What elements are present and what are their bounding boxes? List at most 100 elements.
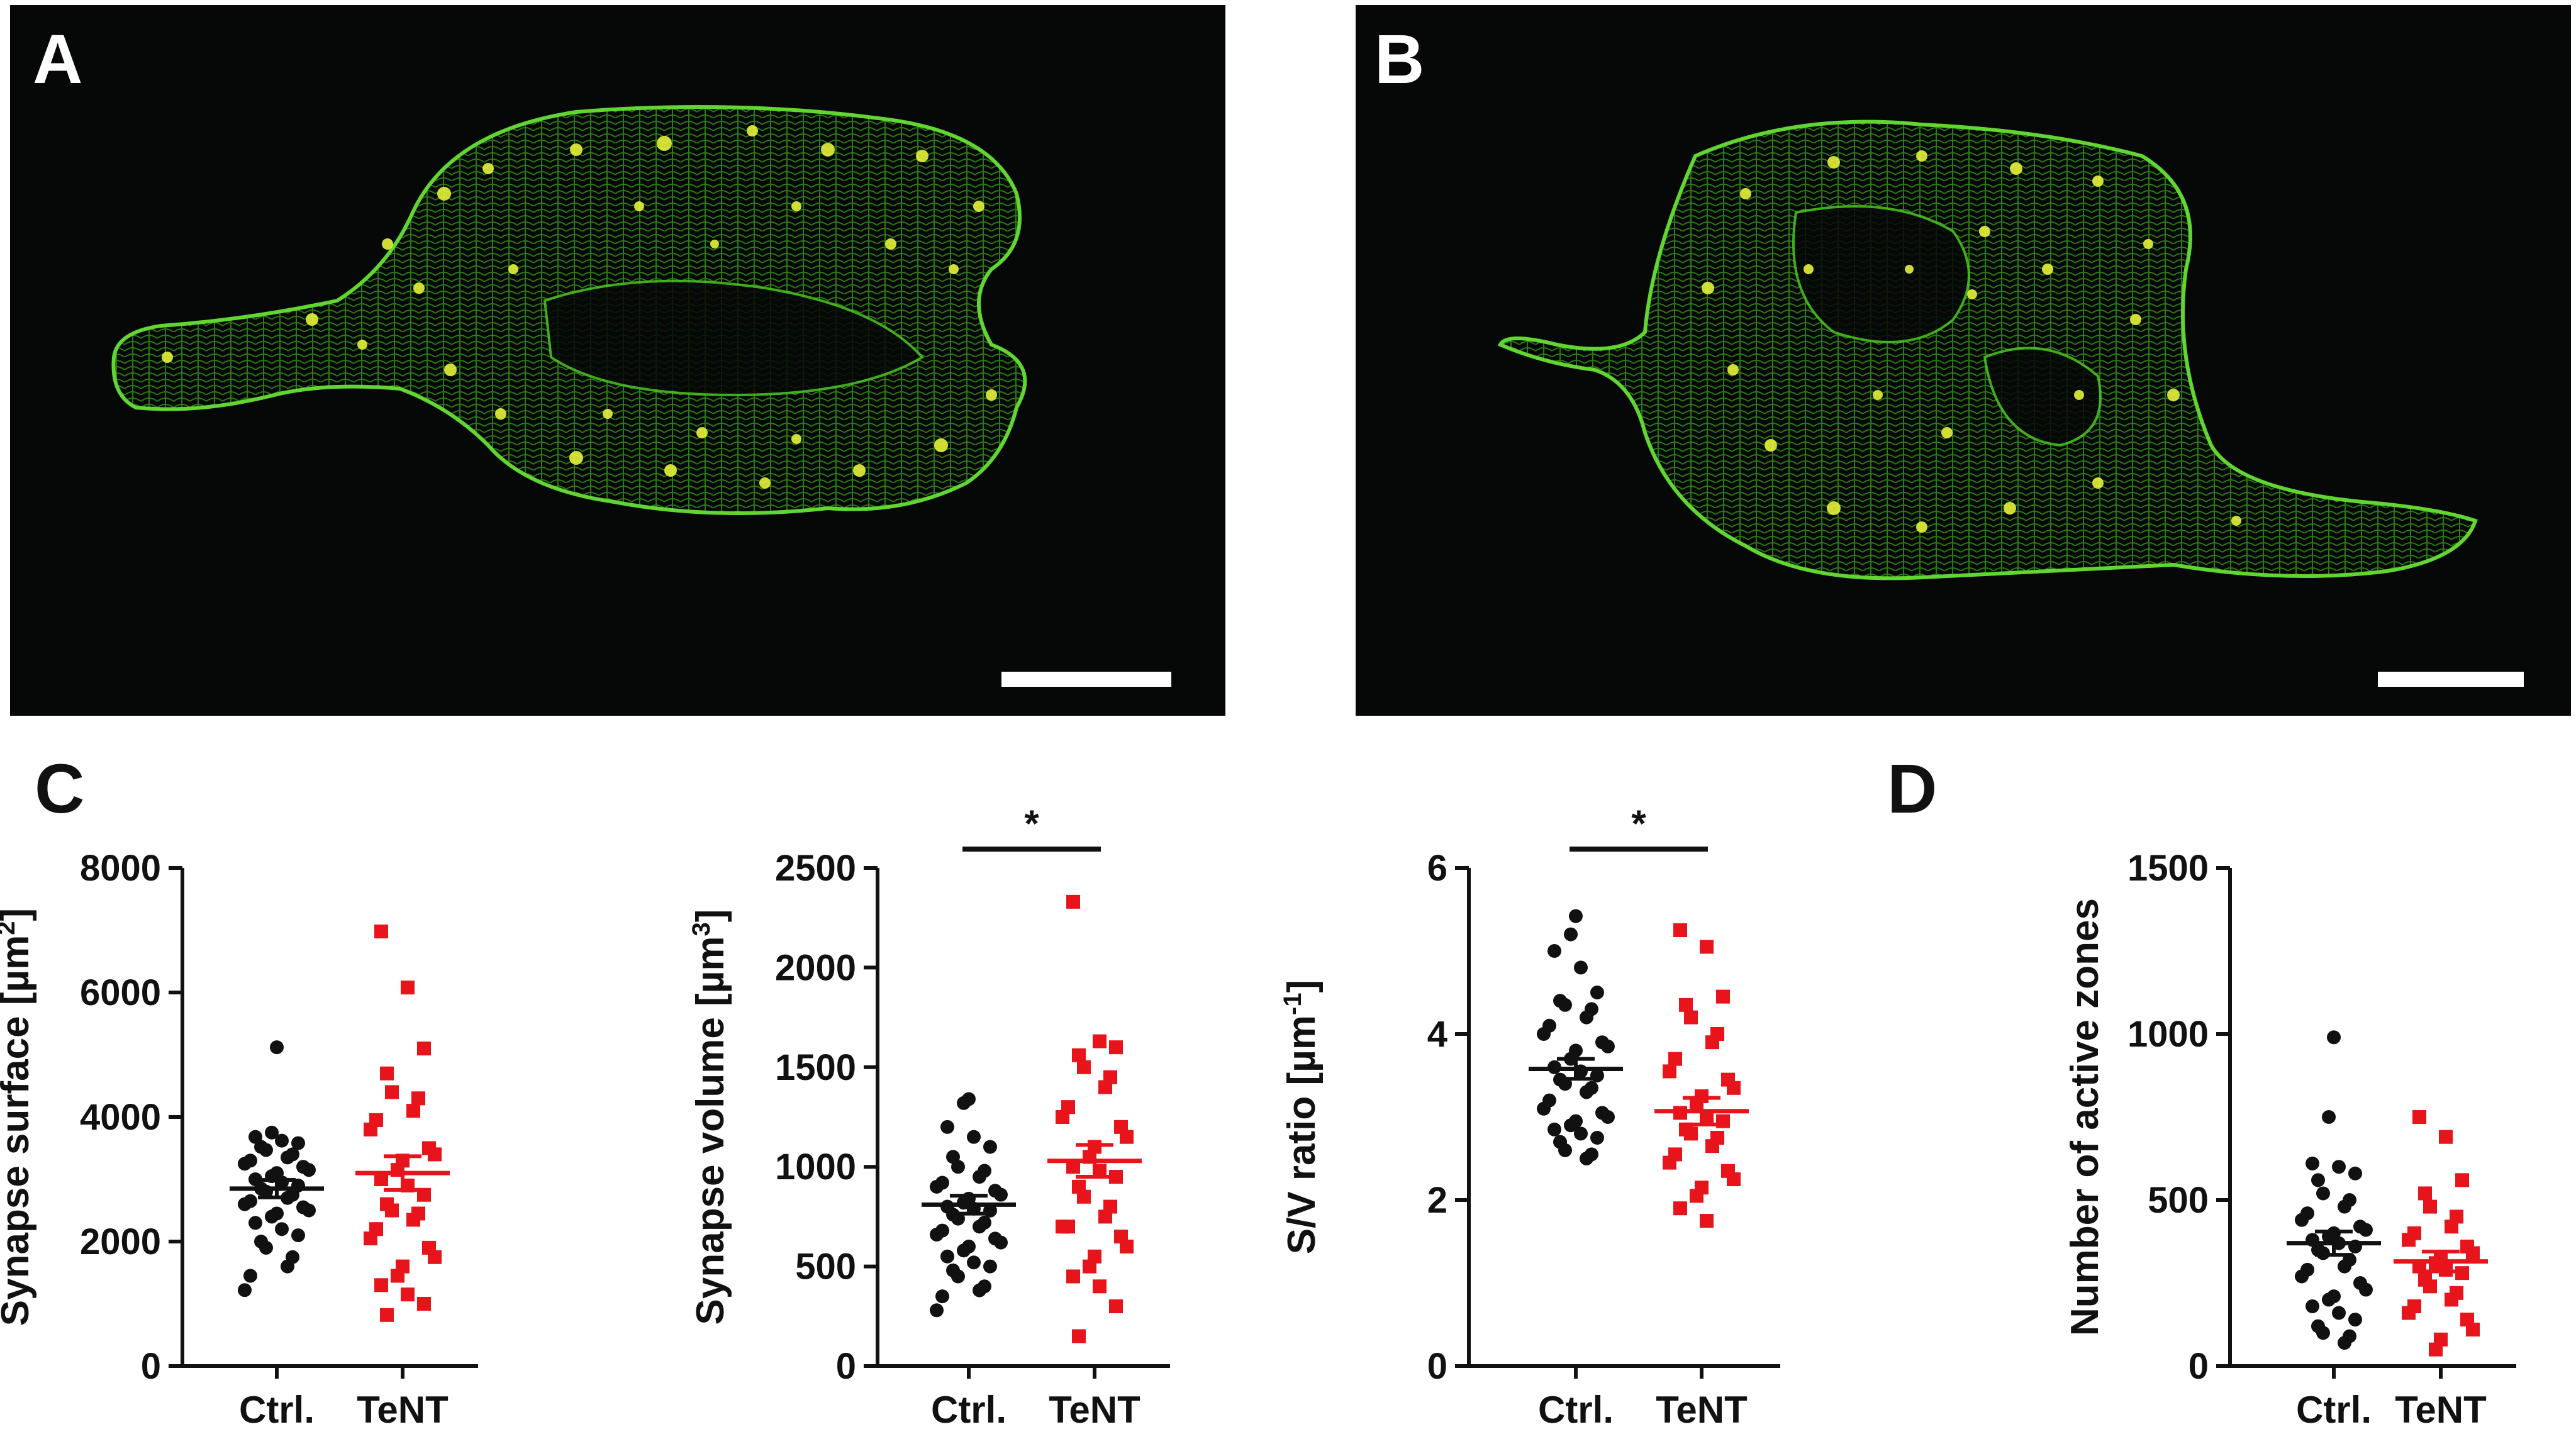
data-point	[2402, 1306, 2416, 1320]
data-point	[930, 1227, 944, 1242]
synapse-reconstruction-b	[1497, 119, 2478, 581]
y-tick-label: 500	[795, 1247, 856, 1287]
data-point	[1684, 1010, 1698, 1025]
significance-star: *	[1631, 803, 1646, 845]
data-point	[1574, 960, 1588, 975]
data-point	[1083, 1259, 1096, 1274]
y-tick-label: 2000	[775, 947, 856, 988]
data-point	[248, 1216, 262, 1230]
data-point	[1590, 986, 1604, 999]
data-point	[1569, 909, 1583, 923]
data-point	[406, 1104, 420, 1118]
data-point	[951, 1269, 965, 1284]
x-tick-label: Ctrl.	[1538, 1389, 1614, 1431]
data-point	[1109, 1299, 1123, 1313]
data-point	[1564, 927, 1578, 942]
data-point	[275, 1222, 289, 1237]
data-point	[2348, 1313, 2362, 1327]
data-point	[1580, 1085, 1593, 1099]
y-tick-label: 1500	[775, 1047, 856, 1088]
y-tick-label: 8000	[80, 848, 161, 889]
data-point	[2412, 1110, 2426, 1124]
y-tick-label: 4000	[80, 1097, 161, 1138]
data-point	[281, 1150, 294, 1165]
data-point	[1120, 1239, 1134, 1253]
data-point	[1679, 998, 1693, 1012]
x-tick-label: TeNT	[1049, 1389, 1140, 1431]
data-point	[2327, 1030, 2341, 1045]
panel-label-a: A	[33, 21, 83, 98]
x-tick-label: TeNT	[1656, 1389, 1748, 1431]
data-point	[1705, 1035, 1719, 1050]
x-tick-label: Ctrl.	[2296, 1389, 2372, 1431]
data-point	[1072, 1048, 1086, 1062]
chart-2: 0 500 1000 1500 2000 2500 Ctrl. TeNT Synapse vol…	[688, 803, 1170, 1431]
data-point	[302, 1163, 316, 1177]
data-point	[1663, 1064, 1676, 1079]
data-point	[1684, 1126, 1698, 1141]
data-point	[1109, 1170, 1123, 1184]
data-point	[2295, 1269, 2309, 1284]
y-tick-label: 4	[1427, 1014, 1447, 1055]
y-tick-label: 0	[2188, 1346, 2209, 1387]
data-point	[1109, 1040, 1123, 1055]
chart-1: 0 2000 4000 6000 8000 Ctrl. TeNT Synapse surfac…	[0, 848, 478, 1431]
x-tick-label: TeNT	[357, 1389, 449, 1431]
data-point	[2338, 1259, 2351, 1274]
data-point	[2466, 1322, 2480, 1337]
data-point	[265, 1209, 279, 1224]
data-point	[380, 1066, 394, 1081]
data-point	[417, 1297, 431, 1311]
reconstruction-image-a	[10, 5, 1225, 716]
data-point	[1098, 1209, 1112, 1224]
y-axis-label: S/V ratio [µm-1]	[1279, 980, 1324, 1254]
data-point	[1537, 1027, 1551, 1041]
data-point	[364, 1231, 377, 1246]
data-point	[2316, 1326, 2330, 1340]
data-point	[1093, 1279, 1107, 1294]
data-point	[940, 1249, 954, 1264]
data-point	[391, 1269, 404, 1283]
data-point	[1580, 1010, 1593, 1025]
data-point	[1716, 989, 1730, 1004]
y-tick-label: 1500	[2127, 848, 2209, 889]
data-point	[930, 1303, 944, 1318]
data-point	[364, 1122, 377, 1137]
data-point	[374, 924, 388, 938]
data-point	[2439, 1130, 2453, 1144]
reconstruction-image-b	[1356, 5, 2571, 716]
data-point	[428, 1250, 442, 1264]
data-point	[1673, 1201, 1687, 1216]
data-point	[275, 1133, 289, 1148]
data-point	[265, 1125, 279, 1140]
data-point	[2306, 1156, 2319, 1170]
scale-bar-a	[1001, 672, 1171, 687]
y-tick-label: 6	[1427, 848, 1447, 889]
panel-label-d: D	[1887, 750, 1938, 828]
x-tick-label: TeNT	[2395, 1389, 2487, 1431]
data-point	[291, 1228, 305, 1243]
data-point	[1590, 1131, 1604, 1145]
data-point	[2332, 1160, 2346, 1174]
data-point	[1077, 1060, 1091, 1074]
data-point	[973, 1283, 986, 1298]
data-point	[411, 1091, 425, 1106]
y-tick-label: 0	[1427, 1346, 1447, 1387]
data-point	[401, 1287, 415, 1302]
data-point	[281, 1259, 294, 1274]
data-point	[2348, 1166, 2362, 1181]
data-point	[385, 1203, 399, 1218]
data-point	[1690, 1189, 1703, 1203]
chart-3: 0 2 4 6 Ctrl. TeNT S/V ratio [µm-1] *	[1279, 803, 1780, 1431]
panel-label-c: C	[35, 750, 85, 828]
data-point	[2455, 1173, 2469, 1187]
data-point	[2423, 1199, 2437, 1214]
data-point	[1093, 1034, 1107, 1048]
data-point	[2338, 1336, 2351, 1350]
data-point	[935, 1289, 949, 1304]
data-point	[967, 1255, 981, 1270]
data-point	[983, 1259, 997, 1274]
data-point	[2359, 1282, 2373, 1297]
significance-star: *	[1024, 803, 1039, 845]
data-point	[1066, 1160, 1080, 1174]
